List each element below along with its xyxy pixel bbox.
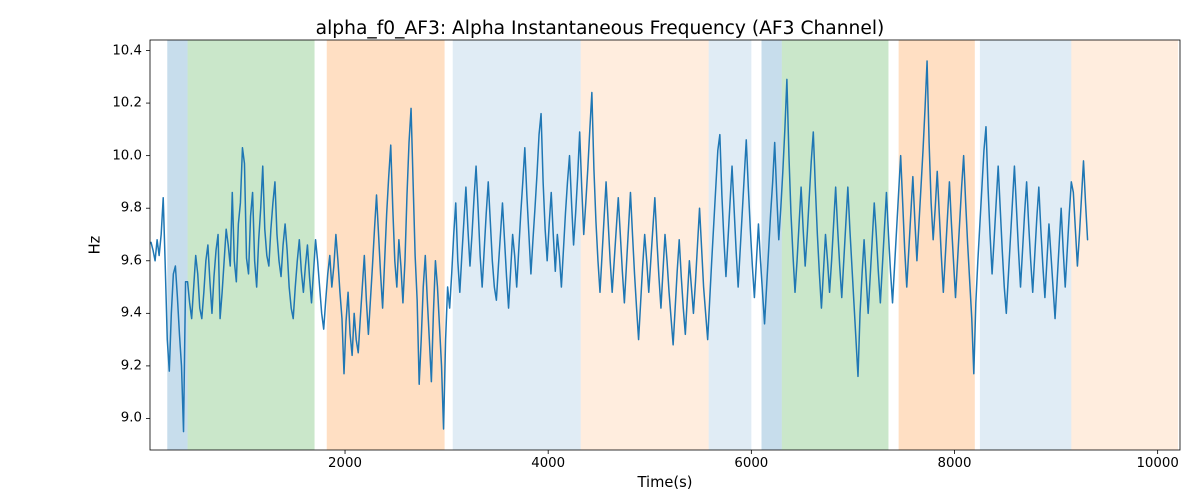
x-tick-label: 6000: [734, 456, 768, 471]
y-tick-label: 9.6: [121, 253, 142, 268]
x-tick-label: 10000: [1136, 456, 1178, 471]
band-region: [899, 40, 975, 450]
band-region: [1071, 40, 1178, 450]
x-axis-label: Time(s): [638, 474, 693, 491]
y-tick-label: 10.0: [112, 148, 142, 163]
x-tick-label: 4000: [531, 456, 565, 471]
band-region: [709, 40, 752, 450]
x-tick-label: 2000: [328, 456, 362, 471]
y-tick-label: 9.0: [121, 411, 142, 426]
y-tick-label: 10.2: [112, 96, 142, 111]
band-region: [761, 40, 781, 450]
figure: alpha_f0_AF3: Alpha Instantaneous Freque…: [0, 0, 1200, 500]
chart-axes: 200040006000800010000 9.09.29.49.69.810.…: [150, 40, 1180, 450]
x-tick-label: 8000: [938, 456, 972, 471]
y-tick-label: 9.2: [121, 358, 142, 373]
y-tick-label: 9.4: [121, 306, 142, 321]
y-tick-label: 9.8: [121, 201, 142, 216]
y-tick-label: 10.4: [112, 43, 142, 58]
plot-svg: [150, 40, 1180, 450]
chart-title: alpha_f0_AF3: Alpha Instantaneous Freque…: [0, 18, 1200, 39]
y-axis-label: Hz: [87, 236, 104, 255]
band-region: [188, 40, 315, 450]
